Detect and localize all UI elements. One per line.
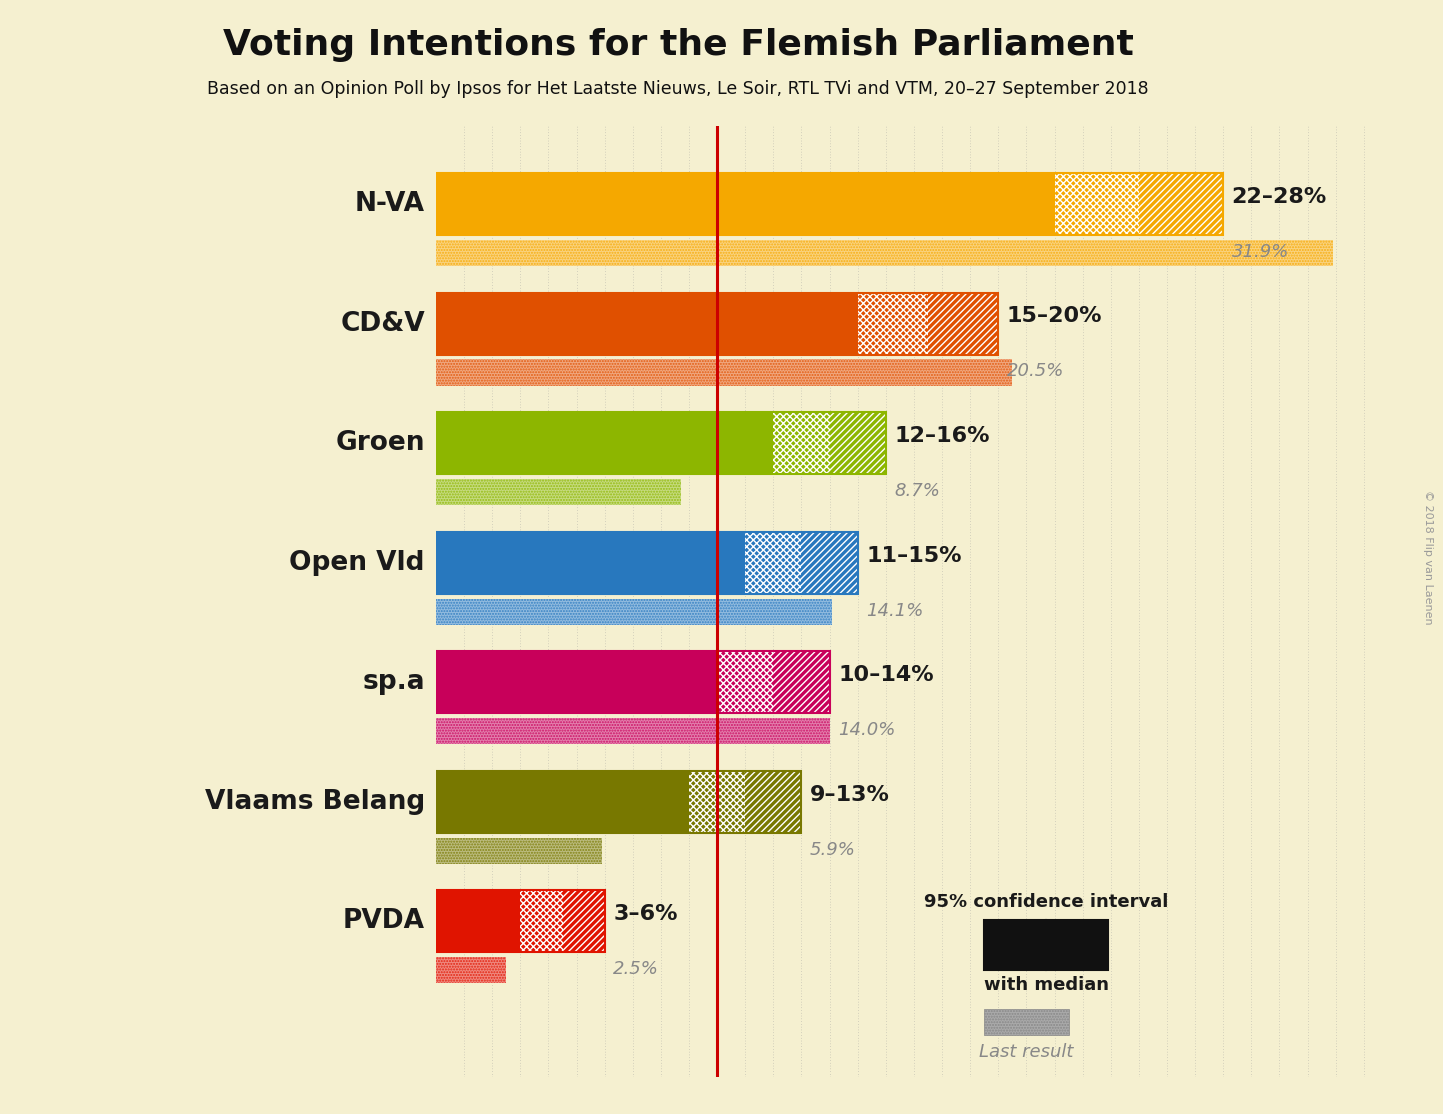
Text: Voting Intentions for the Flemish Parliament: Voting Intentions for the Flemish Parlia…	[222, 28, 1134, 62]
Bar	[436, 652, 830, 713]
Bar	[436, 890, 605, 952]
Text: Groen: Groen	[335, 430, 424, 456]
Bar	[436, 598, 833, 625]
Bar	[1055, 173, 1139, 235]
Bar	[436, 531, 857, 594]
Text: 14.1%: 14.1%	[866, 602, 924, 619]
Text: CD&V: CD&V	[341, 311, 424, 336]
Text: 9–13%: 9–13%	[810, 784, 890, 804]
Bar	[436, 652, 830, 713]
Text: PVDA: PVDA	[343, 908, 424, 935]
Bar	[436, 838, 602, 864]
Bar	[436, 957, 506, 984]
Bar	[436, 531, 857, 594]
Text: with median: with median	[984, 976, 1108, 995]
Bar	[436, 771, 801, 833]
Bar	[984, 1008, 1069, 1035]
Bar	[436, 360, 1013, 385]
Bar	[436, 293, 999, 354]
Bar	[436, 719, 830, 744]
Bar	[1139, 173, 1224, 235]
Text: 12–16%: 12–16%	[895, 426, 990, 446]
Text: 3–6%: 3–6%	[613, 905, 678, 925]
Text: 11–15%: 11–15%	[866, 546, 961, 566]
Bar	[745, 771, 801, 833]
Bar	[436, 173, 1224, 235]
Bar	[436, 719, 830, 744]
Bar	[436, 479, 681, 506]
Bar	[436, 360, 1013, 385]
Text: 10–14%: 10–14%	[838, 665, 934, 685]
Bar	[773, 412, 830, 475]
Bar	[563, 890, 605, 952]
Bar	[436, 412, 886, 475]
Bar	[690, 771, 745, 833]
Bar	[436, 838, 602, 864]
Bar	[436, 598, 833, 625]
Text: 95% confidence interval: 95% confidence interval	[924, 892, 1169, 910]
Text: 22–28%: 22–28%	[1232, 187, 1328, 207]
Text: 31.9%: 31.9%	[1232, 243, 1289, 261]
Bar	[436, 240, 1333, 266]
Text: 5.9%: 5.9%	[810, 841, 856, 859]
Text: 15–20%: 15–20%	[1007, 306, 1102, 326]
Text: Vlaams Belang: Vlaams Belang	[205, 789, 424, 814]
Bar	[436, 293, 999, 354]
Bar	[436, 771, 801, 833]
Text: 14.0%: 14.0%	[838, 721, 896, 739]
Bar	[830, 412, 886, 475]
Bar	[745, 531, 801, 594]
Text: 20.5%: 20.5%	[1007, 362, 1063, 381]
Text: sp.a: sp.a	[362, 670, 424, 695]
Bar	[436, 240, 1333, 266]
Bar	[857, 293, 928, 354]
Bar	[801, 531, 857, 594]
Text: Based on an Opinion Poll by Ipsos for Het Laatste Nieuws, Le Soir, RTL TVi and V: Based on an Opinion Poll by Ipsos for He…	[208, 80, 1149, 98]
Bar	[717, 652, 773, 713]
Bar	[1046, 920, 1108, 970]
Bar	[521, 890, 563, 952]
Text: Open Vld: Open Vld	[289, 549, 424, 576]
Bar	[436, 479, 681, 506]
Bar	[436, 173, 1224, 235]
Bar	[436, 890, 605, 952]
Text: © 2018 Flip van Laenen: © 2018 Flip van Laenen	[1423, 490, 1433, 624]
Bar	[773, 652, 830, 713]
Bar	[436, 412, 886, 475]
Text: N-VA: N-VA	[355, 192, 424, 217]
Text: 2.5%: 2.5%	[613, 960, 659, 978]
Bar	[984, 920, 1046, 970]
Text: 8.7%: 8.7%	[895, 482, 941, 500]
Bar	[436, 957, 506, 984]
Text: Last result: Last result	[980, 1043, 1074, 1062]
Bar	[928, 293, 999, 354]
